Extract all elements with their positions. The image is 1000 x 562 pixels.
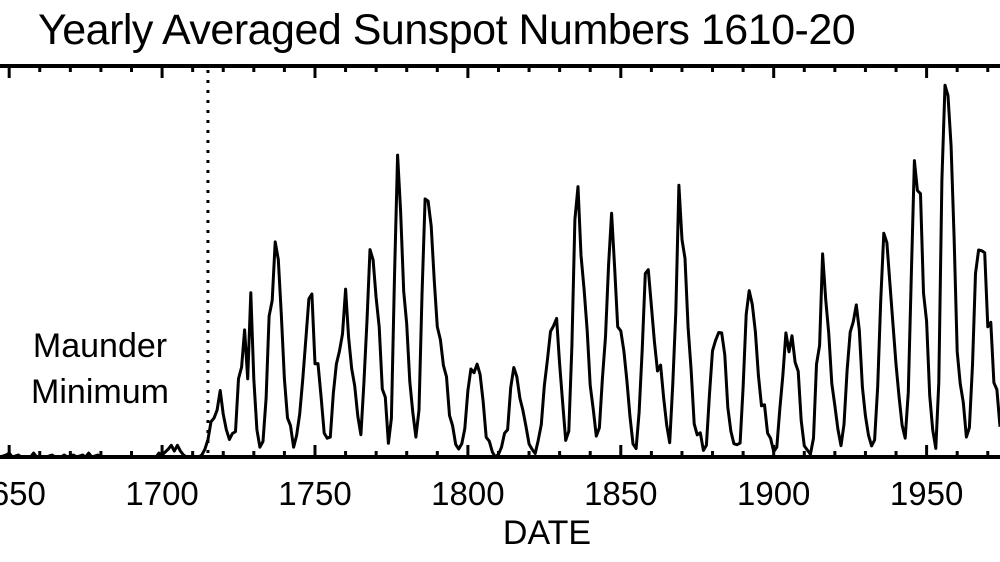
x-tick-label-1650: 1650 [0,475,46,512]
chart-title: Yearly Averaged Sunspot Numbers 1610-20 [38,6,856,54]
x-tick-labels: 1650 1700 1750 1800 1850 1900 1950 [0,475,963,512]
x-axis-label: DATE [502,514,592,552]
x-tick-label-1700: 1700 [125,475,198,512]
series-line-sunspots [0,83,1000,459]
x-tick-label-1750: 1750 [278,475,351,512]
x-tick-label-1950: 1950 [890,475,963,512]
annotation-minimum: Minimum [31,373,169,411]
x-tick-label-1800: 1800 [431,475,504,512]
annotation-maunder: Maunder [32,327,168,365]
x-tick-label-1850: 1850 [584,475,657,512]
x-tick-label-1900: 1900 [737,475,810,512]
